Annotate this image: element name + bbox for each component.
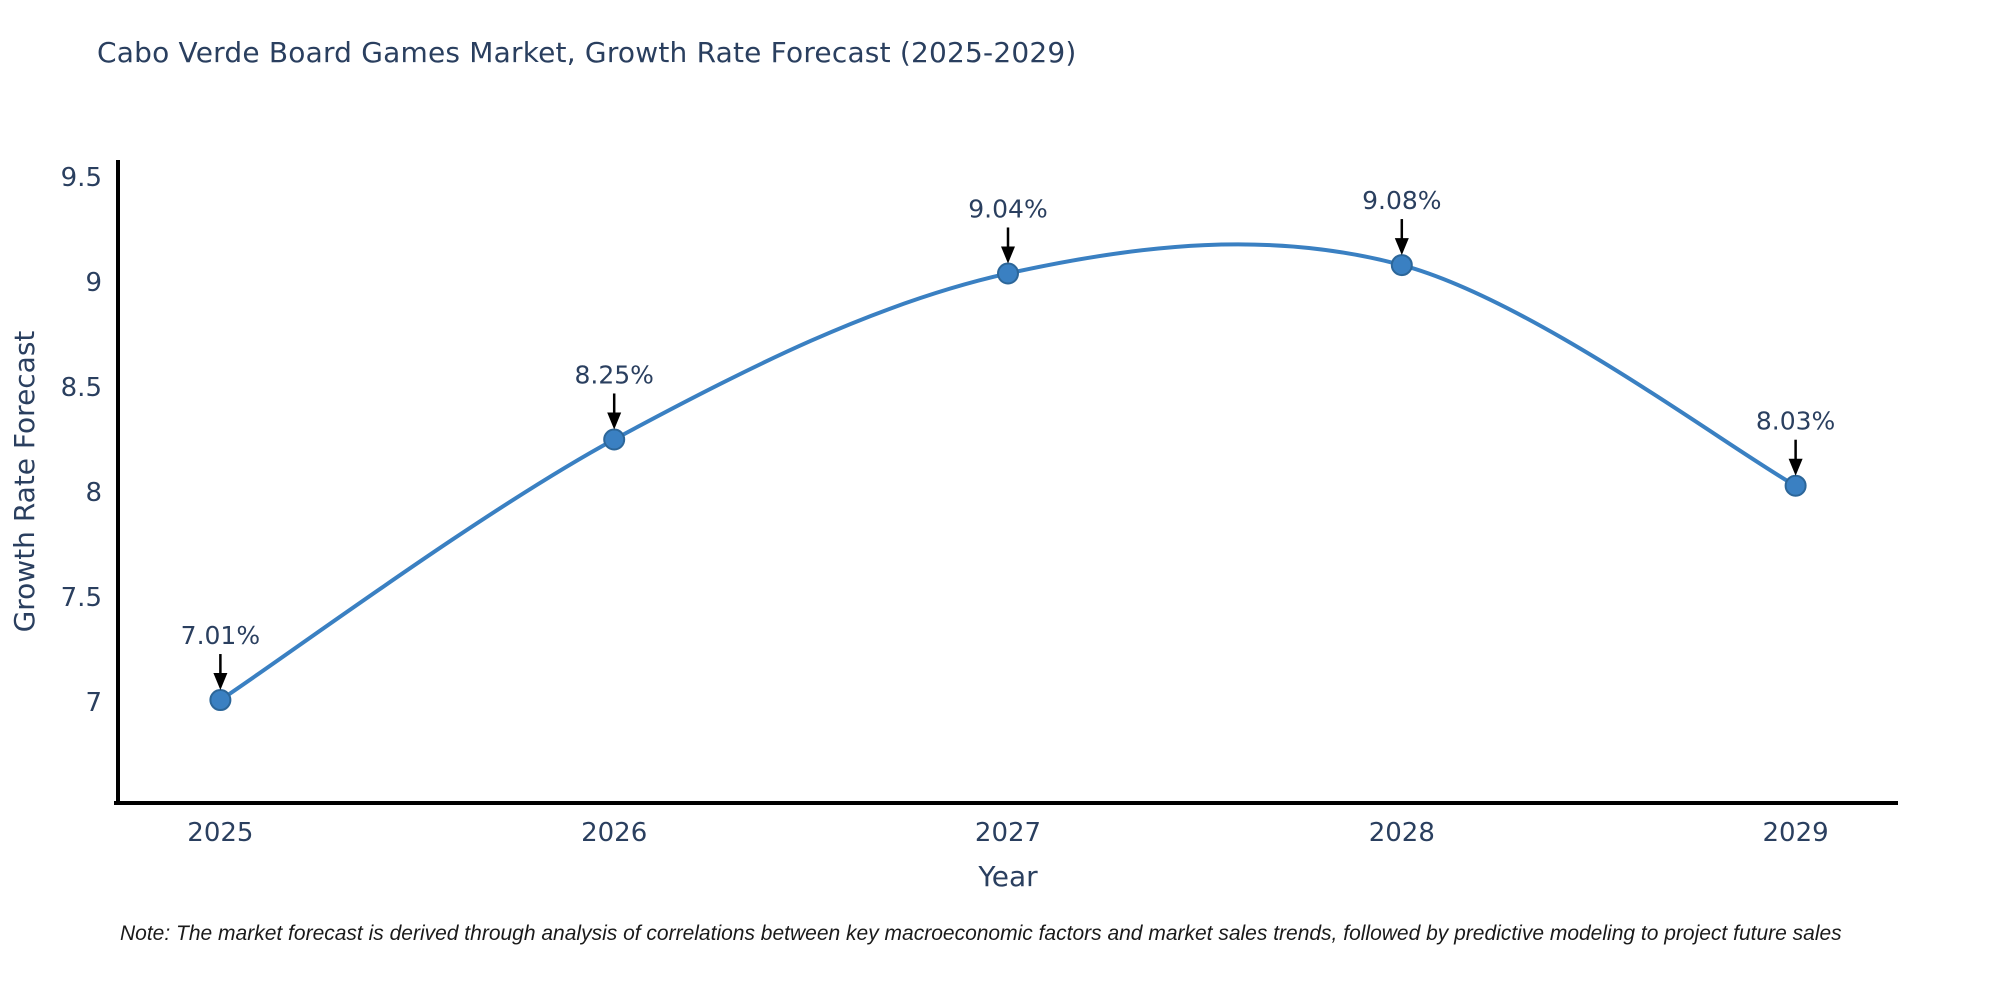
y-tick-label: 7 [85,688,102,718]
chart-title: Cabo Verde Board Games Market, Growth Ra… [97,36,1077,69]
data-point-marker [1390,254,1413,277]
y-tick-label: 9 [85,268,102,298]
x-axis-title: Year [977,860,1038,893]
data-point-marker [997,262,1019,285]
y-tick-label: 8.5 [61,373,102,403]
y-tick-label: 9.5 [61,163,102,193]
annotation-arrow-head [213,673,228,691]
x-tick-label: 2025 [187,818,253,848]
annotation-label: 8.03% [1756,407,1835,436]
annotation-arrow-head [607,412,622,430]
y-axis-title: Growth Rate Forecast [8,331,41,633]
annotation-arrow-head [1788,458,1803,476]
y-tick-label: 7.5 [61,583,102,613]
annotation-label: 9.04% [968,194,1047,223]
annotation-label: 8.25% [574,360,653,389]
annotation-label: 9.08% [1362,186,1441,215]
x-tick-label: 2029 [1763,818,1829,848]
x-tick-label: 2027 [975,818,1041,848]
y-tick-label: 8 [85,478,102,508]
data-point-marker [603,428,626,451]
data-point-marker [209,689,232,712]
annotation-arrow-head [1001,246,1015,264]
x-tick-label: 2028 [1369,818,1435,848]
chart-footnote: Note: The market forecast is derived thr… [120,922,1842,945]
forecast-line [218,242,1798,703]
x-tick-label: 2026 [581,818,647,848]
annotation-arrow-head [1394,238,1409,256]
annotation-label: 7.01% [181,621,260,650]
data-point-marker [1784,474,1807,497]
